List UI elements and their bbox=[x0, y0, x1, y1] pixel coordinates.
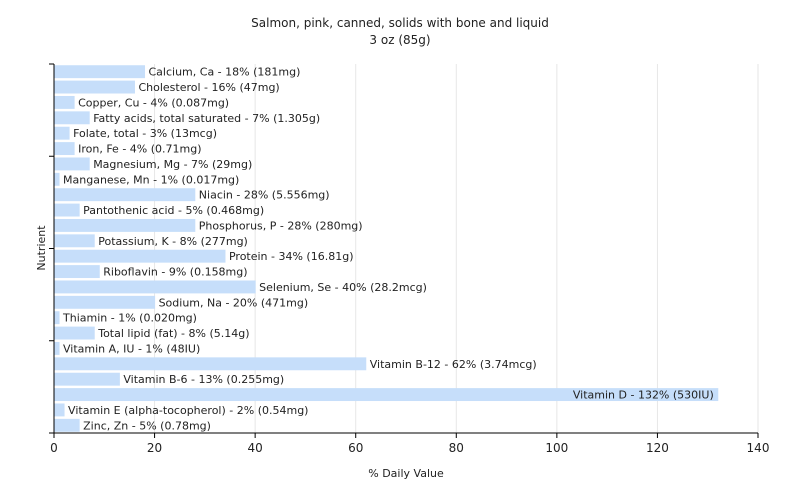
chart-title: Salmon, pink, canned, solids with bone a… bbox=[251, 16, 549, 30]
bar bbox=[54, 126, 70, 140]
bar-label: Protein - 34% (16.81g) bbox=[229, 250, 354, 263]
bar-label: Manganese, Mn - 1% (0.017mg) bbox=[63, 173, 239, 186]
bar bbox=[54, 111, 90, 125]
x-tick-label: 0 bbox=[50, 441, 58, 455]
bar bbox=[54, 80, 135, 94]
x-tick-label: 120 bbox=[646, 441, 669, 455]
bar-label: Copper, Cu - 4% (0.087mg) bbox=[78, 96, 229, 109]
bar bbox=[54, 265, 100, 279]
bar bbox=[54, 372, 120, 386]
x-tick-label: 40 bbox=[248, 441, 263, 455]
axes: 0 20 40 60 80 100 120 140 bbox=[49, 63, 770, 455]
bar bbox=[54, 65, 146, 79]
bar-label: Folate, total - 3% (13mcg) bbox=[73, 127, 217, 140]
bar bbox=[54, 403, 65, 417]
bar bbox=[54, 418, 80, 432]
bar-label: Vitamin E (alpha-tocopherol) - 2% (0.54m… bbox=[68, 404, 308, 417]
bar-label: Total lipid (fat) - 8% (5.14g) bbox=[97, 327, 249, 340]
x-tick-label: 140 bbox=[747, 441, 770, 455]
bar-label: Phosphorus, P - 28% (280mg) bbox=[199, 219, 363, 232]
bar bbox=[54, 388, 719, 402]
bar bbox=[54, 341, 60, 355]
bar-label: Fatty acids, total saturated - 7% (1.305… bbox=[93, 112, 320, 125]
bar bbox=[54, 188, 196, 202]
bar bbox=[54, 234, 95, 248]
bar bbox=[54, 326, 95, 340]
bar bbox=[54, 218, 196, 232]
bar-label: Vitamin B-6 - 13% (0.255mg) bbox=[123, 373, 284, 386]
bar-label: Magnesium, Mg - 7% (29mg) bbox=[93, 158, 252, 171]
bar-label: Selenium, Se - 40% (28.2mcg) bbox=[259, 281, 427, 294]
bar bbox=[54, 295, 156, 309]
bar bbox=[54, 142, 75, 156]
x-tick-label: 20 bbox=[147, 441, 162, 455]
bar bbox=[54, 311, 60, 325]
bar bbox=[54, 203, 80, 217]
bar-label: Vitamin D - 132% (530IU) bbox=[573, 389, 714, 402]
x-tick-label: 60 bbox=[348, 441, 363, 455]
bar bbox=[54, 172, 60, 186]
bar-label: Thiamin - 1% (0.020mg) bbox=[62, 312, 197, 325]
bar-label: Potassium, K - 8% (277mg) bbox=[98, 235, 248, 248]
bar bbox=[54, 280, 256, 294]
bar-label: Sodium, Na - 20% (471mg) bbox=[159, 296, 309, 309]
x-axis-label: % Daily Value bbox=[368, 467, 444, 480]
bar-label: Zinc, Zn - 5% (0.78mg) bbox=[83, 419, 211, 432]
y-axis-label: Nutrient bbox=[35, 225, 48, 271]
bars: Calcium, Ca - 18% (181mg) Cholesterol - 1… bbox=[54, 65, 719, 432]
bar bbox=[54, 95, 75, 109]
chart-subtitle: 3 oz (85g) bbox=[369, 33, 430, 47]
bar-label: Pantothenic acid - 5% (0.468mg) bbox=[83, 204, 264, 217]
bar-label: Niacin - 28% (5.556mg) bbox=[199, 189, 330, 202]
bar bbox=[54, 357, 367, 371]
x-tick-label: 100 bbox=[545, 441, 568, 455]
bar-label: Vitamin B-12 - 62% (3.74mcg) bbox=[370, 358, 537, 371]
bar-label: Riboflavin - 9% (0.158mg) bbox=[103, 266, 247, 279]
bar-label: Iron, Fe - 4% (0.71mg) bbox=[78, 143, 201, 156]
bar bbox=[54, 249, 226, 263]
bar-label: Vitamin A, IU - 1% (48IU) bbox=[63, 342, 200, 355]
bar-label: Cholesterol - 16% (47mg) bbox=[138, 81, 279, 94]
gridlines bbox=[154, 64, 759, 433]
bar bbox=[54, 157, 90, 171]
bar-label: Calcium, Ca - 18% (181mg) bbox=[149, 66, 301, 79]
x-tick-label: 80 bbox=[449, 441, 464, 455]
